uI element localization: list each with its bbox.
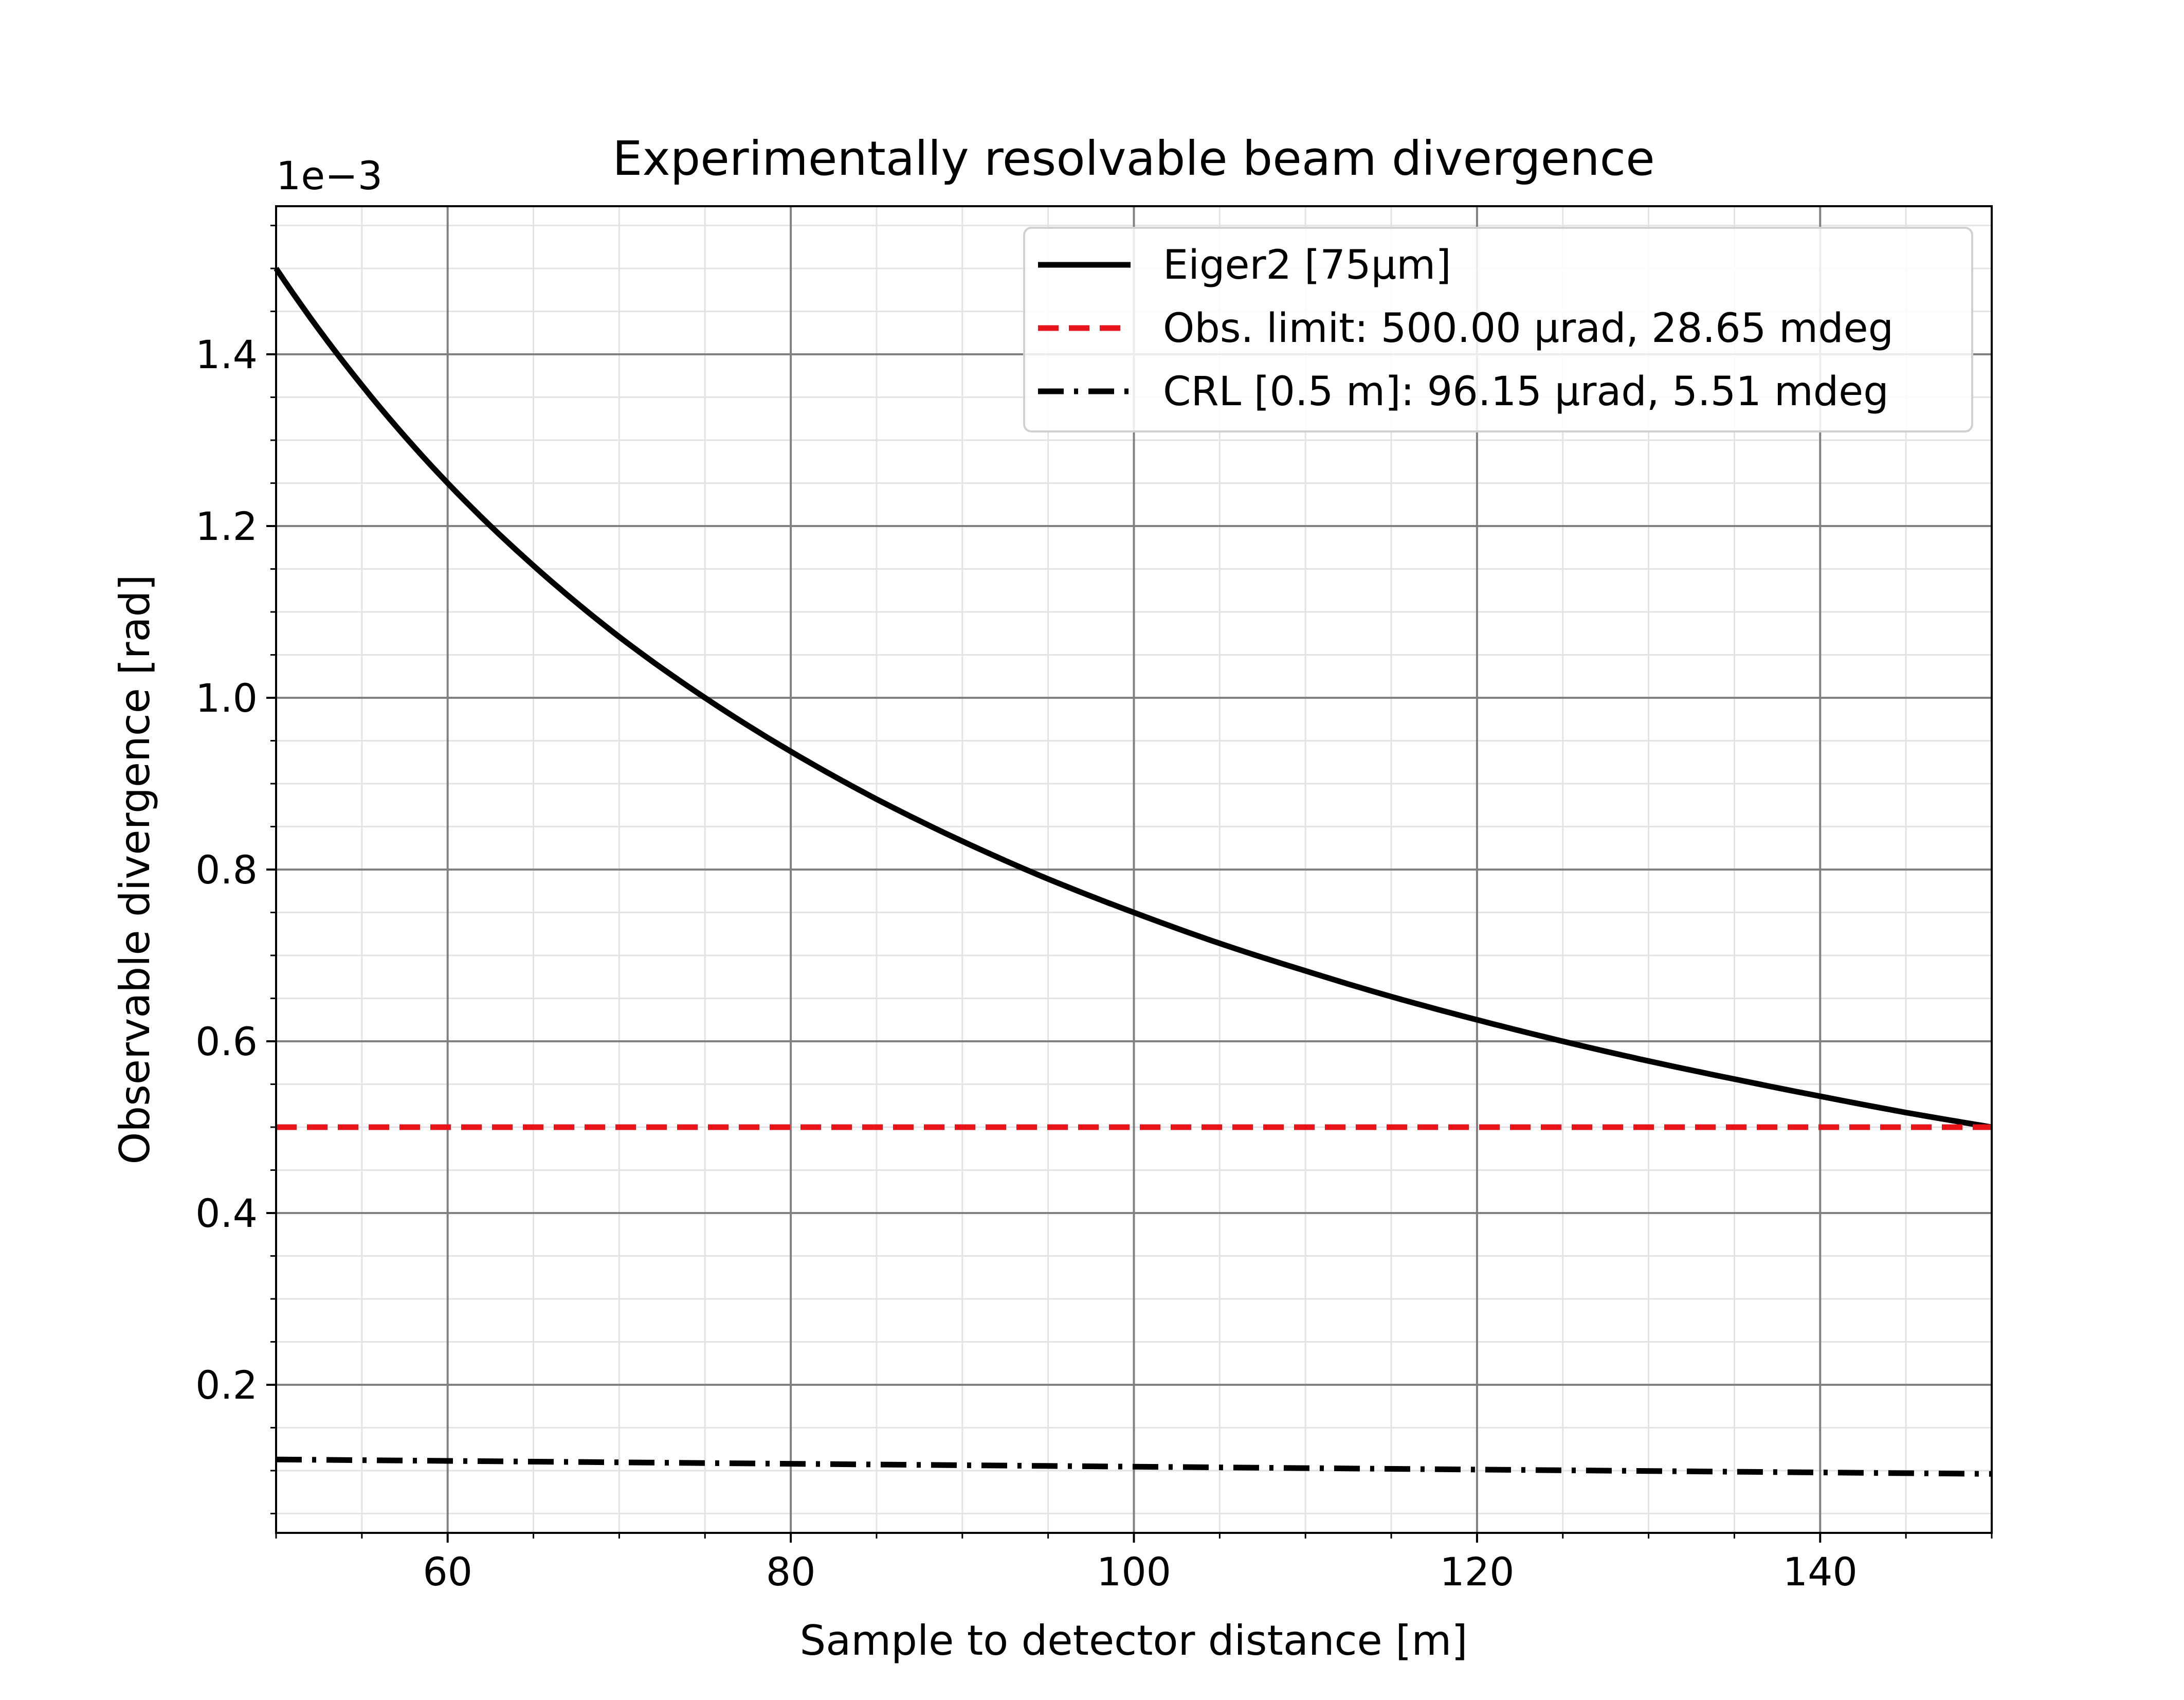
legend: Eiger2 [75µm] Obs. limit: 500.00 µrad, 28… — [1023, 227, 1973, 432]
y-tick-label: 1.0 — [195, 675, 258, 721]
x-axis-label: Sample to detector distance [m] — [799, 1617, 1467, 1665]
legend-box — [1023, 227, 1973, 432]
series-layer — [274, 267, 1992, 1477]
y-axis-label: Observable divergence [rad] — [111, 574, 159, 1164]
chart-title: Experimentally resolvable beam divergenc… — [612, 131, 1655, 186]
y-tick-label: 0.6 — [195, 1019, 258, 1064]
legend-label: Obs. limit: 500.00 µrad, 28.65 mdeg — [1163, 305, 1894, 352]
ticks-layer: 60 80 100 120 140 0.2 0.4 0.6 0.8 1.0 1.2 1.4 — [195, 225, 1993, 1595]
eiger2-series-line — [274, 267, 1992, 1130]
x-tick-label: 100 — [1097, 1549, 1171, 1595]
y-tick-label: 0.2 — [195, 1362, 258, 1408]
y-offset-label: 1e−3 — [276, 153, 383, 198]
legend-label: Eiger2 [75µm] — [1163, 242, 1451, 288]
legend-entries: Eiger2 [75µm] Obs. limit: 500.00 µrad, 28… — [1038, 242, 1894, 415]
x-tick-label: 140 — [1783, 1549, 1858, 1595]
x-tick-label: 120 — [1440, 1549, 1514, 1595]
crl-series-line — [276, 1456, 1992, 1477]
y-tick-label: 0.8 — [195, 847, 258, 893]
y-tick-label: 1.2 — [195, 503, 258, 549]
legend-label: CRL [0.5 m]: 96.15 µrad, 5.51 mdeg — [1163, 369, 1889, 415]
y-tick-label: 0.4 — [195, 1190, 258, 1236]
x-tick-label: 60 — [423, 1549, 472, 1595]
y-tick-label: 1.4 — [195, 332, 258, 377]
x-tick-label: 80 — [766, 1549, 816, 1595]
